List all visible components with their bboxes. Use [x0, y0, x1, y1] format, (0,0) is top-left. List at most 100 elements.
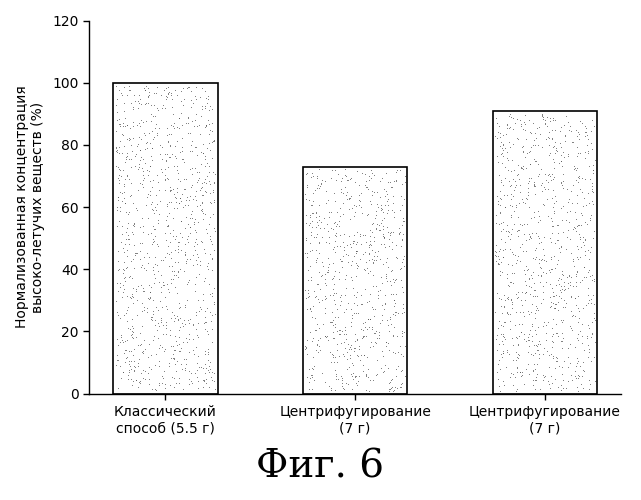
- Point: [338, 384, 348, 392]
- Point: [202, 229, 212, 237]
- Point: [315, 182, 325, 190]
- Point: [577, 188, 587, 196]
- Point: [356, 350, 367, 358]
- Point: [583, 149, 593, 157]
- Point: [378, 208, 388, 216]
- Point: [566, 273, 576, 281]
- Point: [397, 332, 407, 340]
- Point: [578, 339, 588, 347]
- Point: [526, 214, 536, 222]
- Point: [490, 248, 501, 256]
- Point: [112, 351, 122, 359]
- Point: [547, 222, 557, 230]
- Point: [146, 228, 156, 236]
- Point: [554, 280, 565, 288]
- Point: [587, 188, 597, 196]
- Point: [577, 276, 587, 284]
- Point: [529, 286, 539, 294]
- Point: [121, 122, 131, 130]
- Point: [528, 360, 538, 368]
- Point: [371, 220, 381, 228]
- Point: [556, 337, 566, 345]
- Point: [203, 94, 213, 102]
- Point: [535, 278, 545, 285]
- Point: [134, 133, 144, 141]
- Point: [186, 103, 196, 111]
- Point: [118, 368, 128, 376]
- Point: [200, 162, 210, 170]
- Point: [169, 354, 179, 362]
- Point: [133, 383, 144, 391]
- Point: [164, 209, 174, 217]
- Point: [166, 130, 176, 138]
- Point: [144, 280, 154, 288]
- Point: [323, 263, 333, 271]
- Point: [373, 291, 383, 299]
- Point: [376, 204, 386, 212]
- Point: [546, 170, 556, 177]
- Point: [367, 187, 377, 195]
- Point: [153, 320, 163, 328]
- Point: [207, 256, 217, 264]
- Point: [519, 296, 529, 304]
- Point: [172, 312, 182, 320]
- Point: [156, 316, 166, 324]
- Point: [186, 141, 196, 149]
- Point: [560, 138, 570, 145]
- Point: [520, 200, 530, 207]
- Point: [160, 186, 170, 194]
- Point: [158, 374, 168, 382]
- Point: [122, 91, 132, 99]
- Point: [149, 89, 159, 97]
- Point: [201, 380, 211, 388]
- Point: [518, 247, 528, 255]
- Point: [330, 323, 340, 331]
- Point: [505, 202, 515, 209]
- Point: [308, 172, 318, 180]
- Point: [179, 96, 189, 104]
- Point: [558, 316, 568, 324]
- Point: [492, 376, 503, 384]
- Point: [208, 186, 218, 194]
- Point: [334, 352, 344, 360]
- Point: [198, 383, 208, 391]
- Point: [312, 230, 322, 238]
- Point: [526, 174, 537, 182]
- Point: [383, 262, 393, 270]
- Point: [115, 208, 125, 216]
- Point: [142, 138, 152, 146]
- Point: [548, 204, 558, 212]
- Point: [589, 352, 599, 360]
- Point: [586, 334, 596, 342]
- Point: [386, 290, 396, 298]
- Point: [340, 275, 351, 283]
- Point: [398, 288, 408, 296]
- Point: [397, 304, 408, 312]
- Point: [524, 230, 534, 238]
- Point: [121, 156, 131, 164]
- Point: [344, 195, 354, 203]
- Point: [206, 311, 217, 319]
- Point: [149, 320, 160, 328]
- Point: [360, 181, 370, 189]
- Point: [563, 118, 573, 126]
- Point: [143, 84, 153, 92]
- Point: [343, 251, 353, 259]
- Point: [360, 248, 370, 256]
- Point: [570, 372, 580, 380]
- Point: [378, 301, 388, 309]
- Point: [162, 93, 172, 101]
- Point: [191, 96, 201, 104]
- Point: [387, 266, 397, 274]
- Point: [497, 353, 507, 361]
- Point: [497, 144, 507, 152]
- Point: [505, 317, 515, 325]
- Point: [531, 157, 541, 165]
- Point: [354, 230, 365, 237]
- Point: [503, 308, 513, 316]
- Point: [334, 326, 344, 334]
- Point: [331, 220, 342, 228]
- Point: [380, 192, 390, 200]
- Point: [135, 146, 146, 154]
- Point: [372, 204, 383, 212]
